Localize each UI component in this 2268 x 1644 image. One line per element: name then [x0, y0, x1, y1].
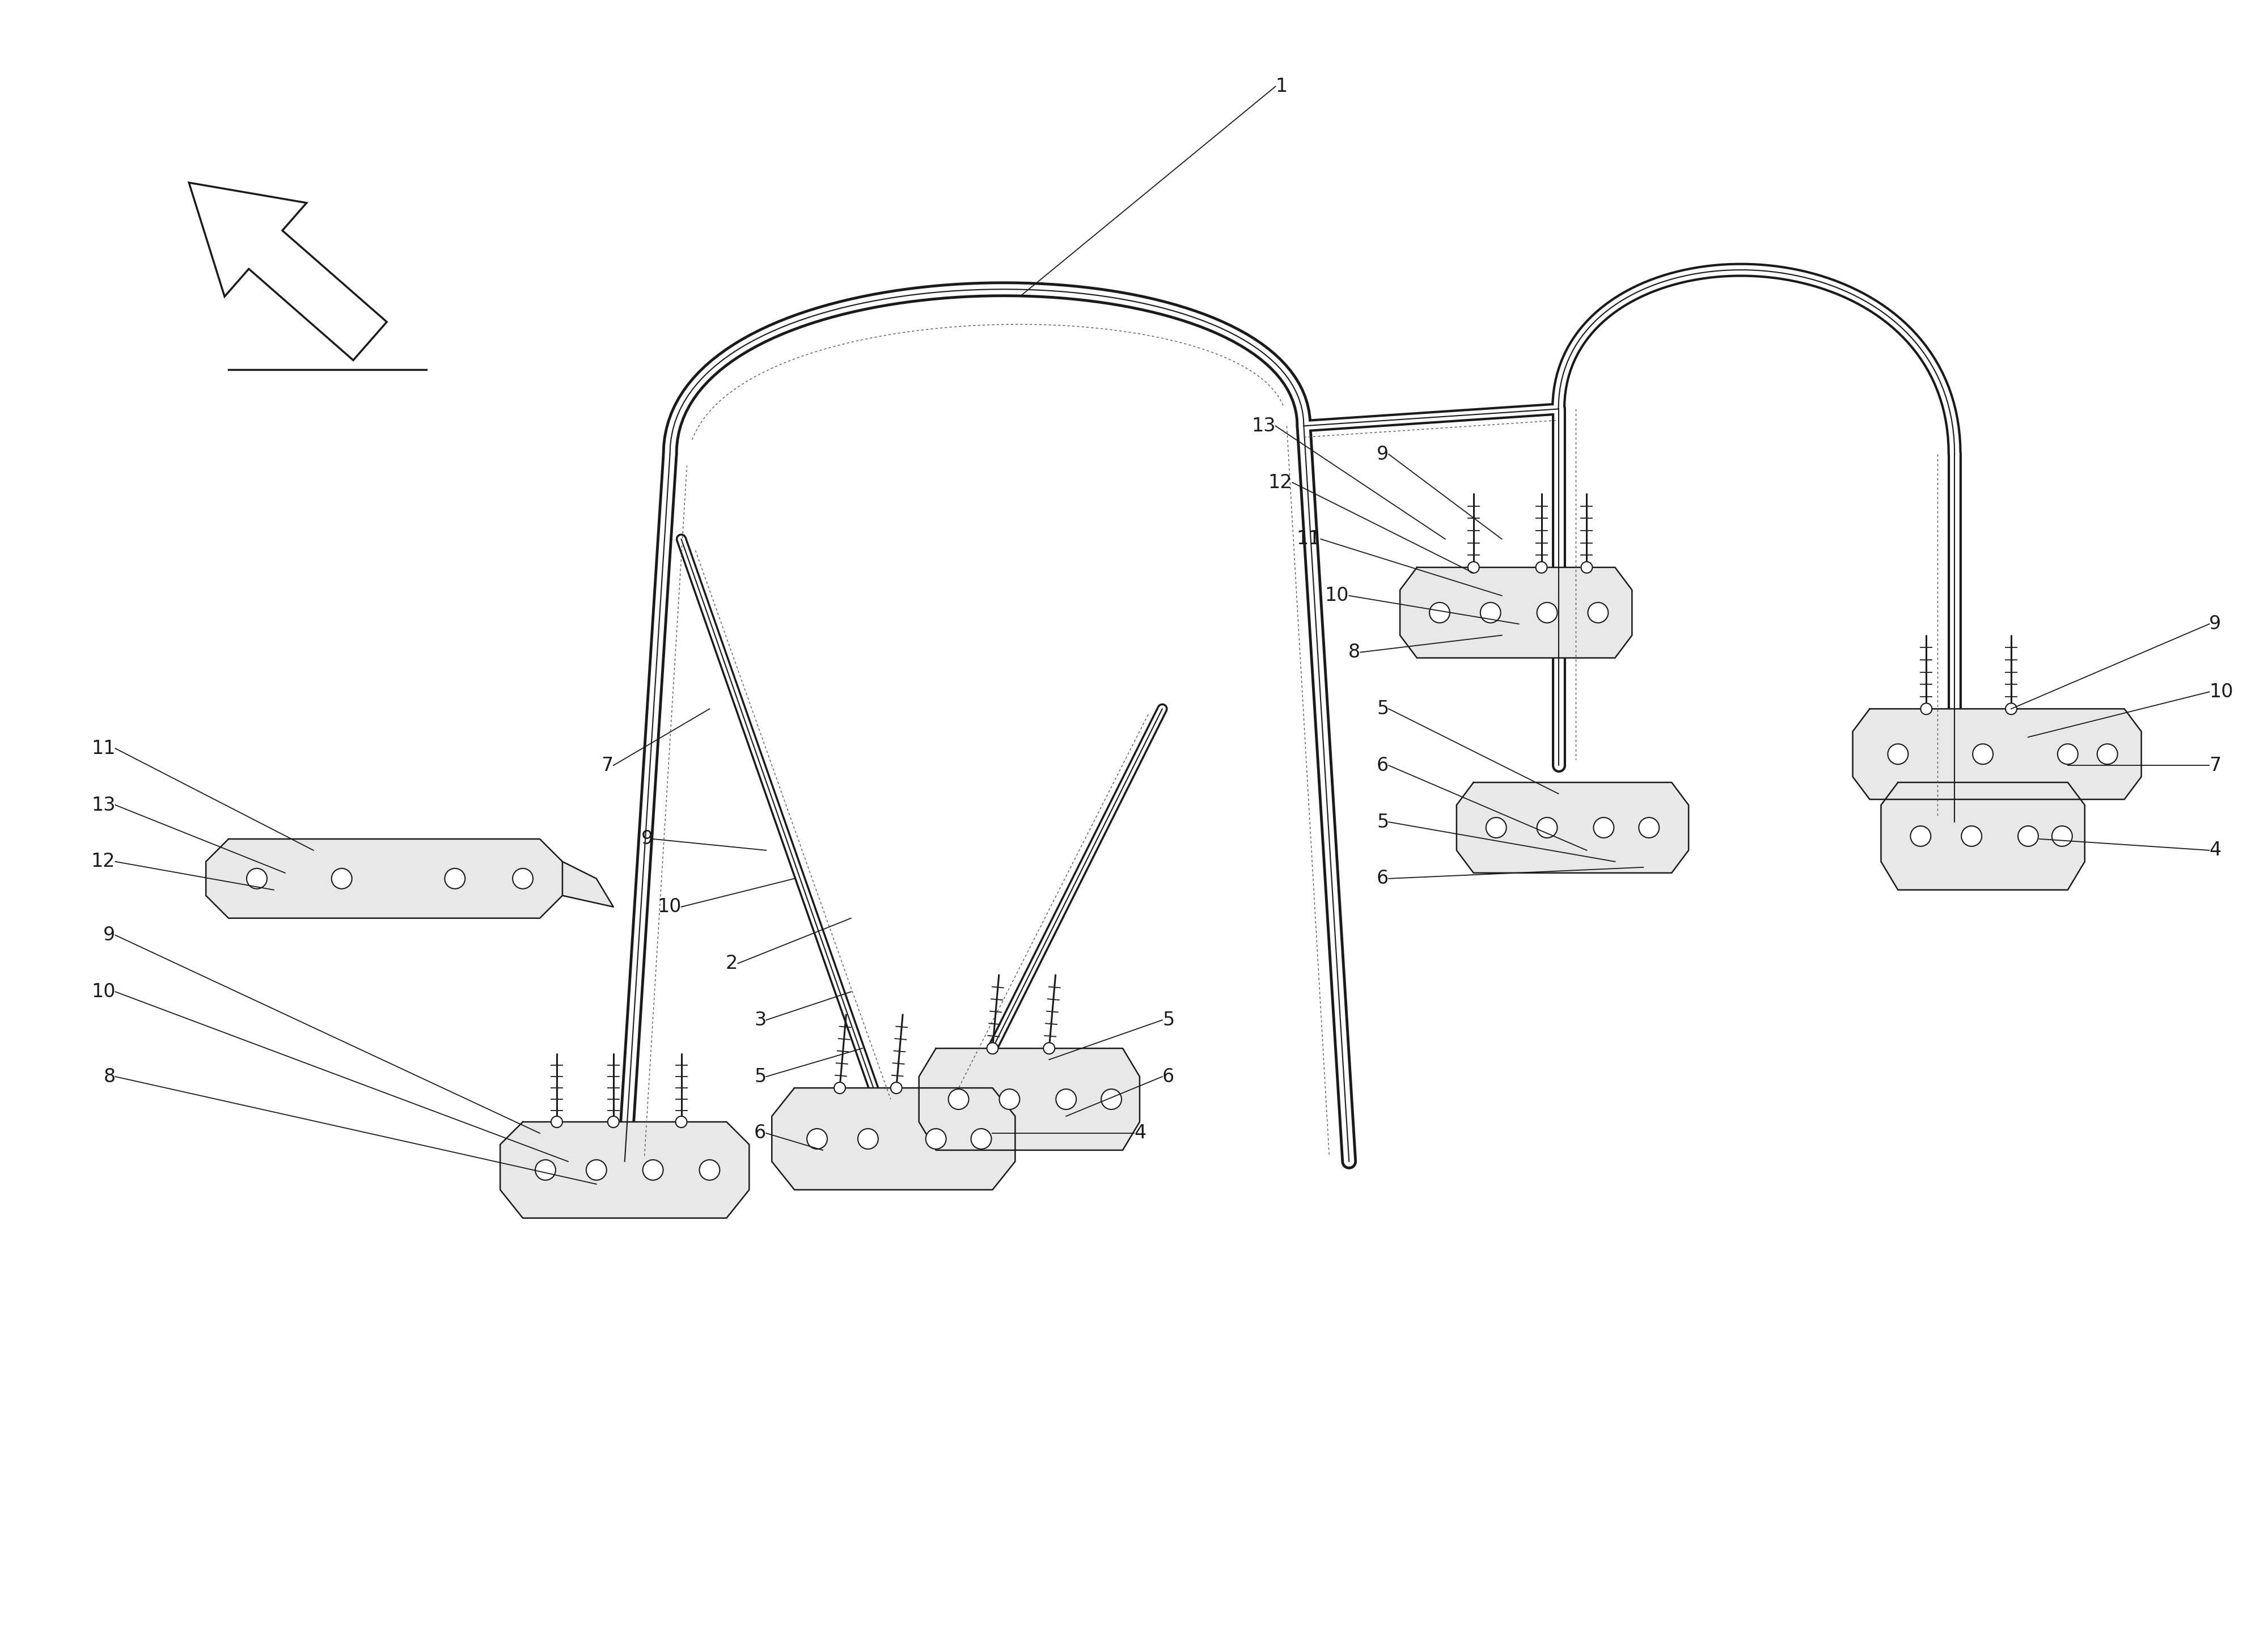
Circle shape [585, 1159, 606, 1180]
Circle shape [2053, 825, 2073, 847]
Text: 4: 4 [1134, 1124, 1145, 1143]
Circle shape [676, 1116, 687, 1128]
Text: 10: 10 [2209, 682, 2234, 702]
Circle shape [1640, 817, 1660, 838]
Text: 5: 5 [1161, 1011, 1175, 1029]
Text: 5: 5 [1377, 812, 1388, 832]
Text: 12: 12 [1268, 473, 1293, 492]
Circle shape [1962, 825, 1982, 847]
Polygon shape [562, 861, 612, 907]
Circle shape [1000, 1088, 1021, 1110]
Text: 2: 2 [726, 954, 737, 973]
Polygon shape [1853, 709, 2141, 799]
Text: 13: 13 [1252, 416, 1275, 436]
Polygon shape [1456, 783, 1690, 873]
Polygon shape [1399, 567, 1633, 658]
Text: 12: 12 [91, 852, 116, 871]
Circle shape [1535, 562, 1547, 574]
Text: 5: 5 [753, 1067, 767, 1087]
Circle shape [835, 1082, 846, 1093]
Circle shape [857, 1129, 878, 1149]
Text: 11: 11 [91, 740, 116, 758]
Circle shape [1043, 1042, 1055, 1054]
Text: 9: 9 [2209, 615, 2220, 633]
Polygon shape [919, 1049, 1139, 1151]
Circle shape [971, 1129, 991, 1149]
Circle shape [1486, 817, 1506, 838]
Text: 9: 9 [1377, 446, 1388, 464]
FancyArrow shape [188, 182, 388, 360]
Text: 8: 8 [1349, 643, 1361, 661]
Text: 3: 3 [753, 1011, 767, 1029]
Circle shape [2019, 825, 2039, 847]
Circle shape [1581, 562, 1592, 574]
Text: 6: 6 [1377, 756, 1388, 774]
Circle shape [987, 1042, 998, 1054]
Text: 6: 6 [1377, 870, 1388, 888]
Circle shape [1594, 817, 1615, 838]
Text: 8: 8 [104, 1067, 116, 1087]
Circle shape [1538, 817, 1558, 838]
Circle shape [2005, 704, 2016, 715]
Circle shape [807, 1129, 828, 1149]
Circle shape [642, 1159, 662, 1180]
Circle shape [1481, 602, 1501, 623]
Circle shape [891, 1082, 903, 1093]
Circle shape [535, 1159, 556, 1180]
Circle shape [1429, 602, 1449, 623]
Text: 4: 4 [2209, 842, 2220, 860]
Text: 11: 11 [1297, 529, 1320, 549]
Circle shape [1057, 1088, 1077, 1110]
Polygon shape [206, 838, 562, 919]
Circle shape [1910, 825, 1930, 847]
Text: 13: 13 [91, 796, 116, 814]
Circle shape [699, 1159, 719, 1180]
Circle shape [1588, 602, 1608, 623]
Circle shape [247, 868, 268, 889]
Text: 9: 9 [104, 926, 116, 945]
Text: 10: 10 [658, 898, 680, 916]
Polygon shape [771, 1088, 1016, 1190]
Text: 5: 5 [1377, 699, 1388, 718]
Circle shape [608, 1116, 619, 1128]
Circle shape [1973, 745, 1994, 764]
Circle shape [513, 868, 533, 889]
Text: 6: 6 [753, 1124, 767, 1143]
Polygon shape [501, 1121, 748, 1218]
Circle shape [445, 868, 465, 889]
Circle shape [2057, 745, 2077, 764]
Text: 10: 10 [91, 983, 116, 1001]
Circle shape [1467, 562, 1479, 574]
Polygon shape [1880, 783, 2084, 889]
Text: 1: 1 [1275, 77, 1288, 95]
Text: 6: 6 [1161, 1067, 1175, 1087]
Circle shape [925, 1129, 946, 1149]
Circle shape [1102, 1088, 1123, 1110]
Text: 10: 10 [1325, 587, 1349, 605]
Text: 9: 9 [642, 830, 653, 848]
Text: 7: 7 [601, 756, 612, 774]
Circle shape [551, 1116, 562, 1128]
Circle shape [1538, 602, 1558, 623]
Circle shape [331, 868, 352, 889]
Circle shape [1921, 704, 1932, 715]
Circle shape [1887, 745, 1907, 764]
Circle shape [948, 1088, 968, 1110]
Circle shape [2098, 745, 2118, 764]
Text: 7: 7 [2209, 756, 2220, 774]
